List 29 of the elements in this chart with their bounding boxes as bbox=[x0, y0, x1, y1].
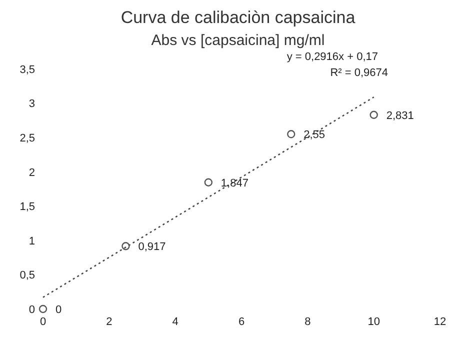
y-tick-label: 2,5 bbox=[20, 132, 35, 144]
chart-subtitle: Abs vs [capsaicina] mg/ml bbox=[150, 32, 326, 49]
chart-title: Curva de calibaciòn capsaicina bbox=[120, 8, 356, 28]
point bbox=[204, 178, 213, 186]
point bbox=[38, 304, 48, 314]
y-tick-label: 3,5 bbox=[20, 64, 35, 76]
point bbox=[122, 242, 130, 250]
y-tick-label: 1,5 bbox=[20, 201, 35, 214]
y-tick-label: 1 bbox=[28, 235, 35, 248]
x-tick-label: 2 bbox=[106, 316, 112, 328]
x-tick-label: 4 bbox=[172, 316, 178, 328]
data-label: 2,55 bbox=[304, 129, 326, 142]
x-tick-label: 10 bbox=[368, 316, 380, 328]
x-tick-label: 6 bbox=[238, 316, 245, 328]
x-tick-label: 0 bbox=[40, 316, 46, 328]
point bbox=[370, 110, 378, 119]
y-tick-label: 0 bbox=[28, 304, 35, 316]
annotation: R² = 0,9674 bbox=[330, 67, 388, 79]
x-tick-label: 8 bbox=[304, 316, 311, 328]
data-label: 0 bbox=[56, 304, 62, 316]
data-label: 1,847 bbox=[220, 177, 248, 190]
data-label: 0,917 bbox=[138, 241, 166, 254]
y-tick-label: 3 bbox=[28, 98, 35, 110]
x-tick-label: 12 bbox=[434, 316, 446, 328]
text: y = 0,2916x + 0,17 bbox=[286, 51, 378, 63]
point bbox=[287, 130, 296, 138]
data-label: 2,831 bbox=[386, 110, 414, 122]
y-tick-label: 0,5 bbox=[20, 270, 35, 282]
y-tick-label: 2 bbox=[28, 166, 35, 179]
